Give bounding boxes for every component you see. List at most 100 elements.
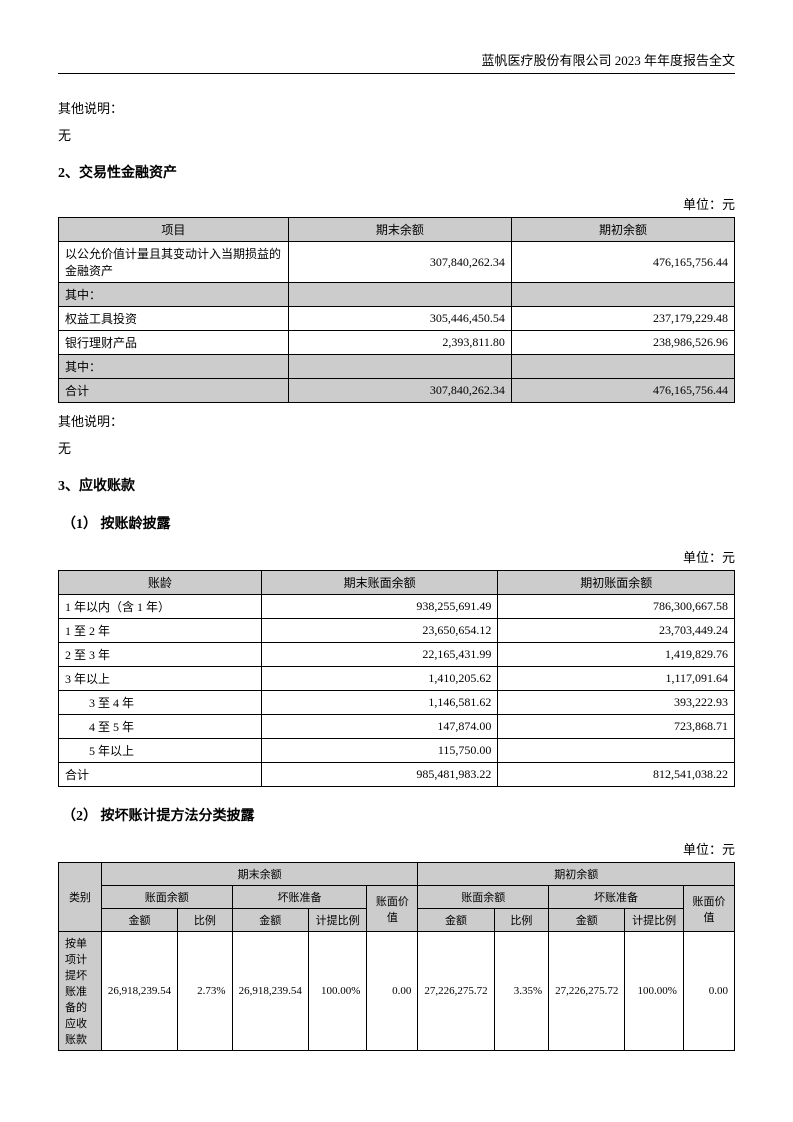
none-text: 无 bbox=[58, 125, 735, 144]
table-header-row-1: 类别 期末余额 期初余额 bbox=[59, 863, 735, 886]
cell-end bbox=[288, 355, 511, 379]
col-begin-bal: 期初账面余额 bbox=[498, 571, 735, 595]
table-row: 4 至 5 年147,874.00723,868.71 bbox=[59, 715, 735, 739]
cell-category: 按单项计提坏账准备的应收账款 bbox=[59, 932, 102, 1051]
col-category: 类别 bbox=[59, 863, 102, 932]
cell-value: 27,226,275.72 bbox=[549, 932, 625, 1051]
col-amount4: 金额 bbox=[549, 909, 625, 932]
report-title: 蓝帆医疗股份有限公司 2023 年年度报告全文 bbox=[481, 53, 735, 68]
cell-label: 以公允价值计量且其变动计入当期损益的金融资产 bbox=[59, 242, 289, 283]
col-ratio2: 比例 bbox=[494, 909, 548, 932]
cell-begin: 476,165,756.44 bbox=[511, 242, 734, 283]
unit-label-2: 单位：元 bbox=[58, 547, 735, 566]
cell-begin bbox=[511, 355, 734, 379]
cell-begin: 23,703,449.24 bbox=[498, 619, 735, 643]
cell-value: 100.00% bbox=[308, 932, 367, 1051]
cell-begin: 1,117,091.64 bbox=[498, 667, 735, 691]
cell-end: 23,650,654.12 bbox=[261, 619, 498, 643]
cell-end: 2,393,811.80 bbox=[288, 331, 511, 355]
none-text-2: 无 bbox=[58, 438, 735, 457]
table-header-row-2: 账面余额 坏账准备 账面价值 账面余额 坏账准备 账面价值 bbox=[59, 886, 735, 909]
cell-begin: 1,419,829.76 bbox=[498, 643, 735, 667]
table-row: 合计985,481,983.22812,541,038.22 bbox=[59, 763, 735, 787]
table-header-row: 账龄 期末账面余额 期初账面余额 bbox=[59, 571, 735, 595]
col-begin-balance: 期初余额 bbox=[418, 863, 735, 886]
col-amount3: 金额 bbox=[418, 909, 494, 932]
col-baddebt-provision: 坏账准备 bbox=[232, 886, 367, 909]
table-row: 3 年以上1,410,205.621,117,091.64 bbox=[59, 667, 735, 691]
col-baddebt-provision-begin: 坏账准备 bbox=[549, 886, 684, 909]
unit-label: 单位：元 bbox=[58, 194, 735, 213]
section-2-heading: 2、交易性金融资产 bbox=[58, 162, 735, 182]
cell-end: 1,146,581.62 bbox=[261, 691, 498, 715]
cell-label: 银行理财产品 bbox=[59, 331, 289, 355]
col-begin: 期初余额 bbox=[511, 218, 734, 242]
col-book-value: 账面价值 bbox=[367, 886, 418, 932]
cell-value: 3.35% bbox=[494, 932, 548, 1051]
col-provision-ratio: 计提比例 bbox=[308, 909, 367, 932]
section-3-sub2: （2） 按坏账计提方法分类披露 bbox=[58, 805, 735, 825]
col-end-bal: 期末账面余额 bbox=[261, 571, 498, 595]
col-end: 期末余额 bbox=[288, 218, 511, 242]
cell-end bbox=[288, 283, 511, 307]
cell-label: 合计 bbox=[59, 379, 289, 403]
table-row: 按单项计提坏账准备的应收账款26,918,239.542.73%26,918,2… bbox=[59, 932, 735, 1051]
cell-begin bbox=[498, 739, 735, 763]
cell-begin: 812,541,038.22 bbox=[498, 763, 735, 787]
cell-begin: 237,179,229.48 bbox=[511, 307, 734, 331]
table-row: 3 至 4 年1,146,581.62393,222.93 bbox=[59, 691, 735, 715]
section-3-heading: 3、应收账款 bbox=[58, 475, 735, 495]
table-row: 2 至 3 年22,165,431.991,419,829.76 bbox=[59, 643, 735, 667]
unit-label-3: 单位：元 bbox=[58, 839, 735, 858]
table-row: 银行理财产品2,393,811.80238,986,526.96 bbox=[59, 331, 735, 355]
col-end-balance: 期末余额 bbox=[101, 863, 418, 886]
cell-label: 1 至 2 年 bbox=[59, 619, 262, 643]
cell-label: 5 年以上 bbox=[59, 739, 262, 763]
cell-label: 4 至 5 年 bbox=[59, 715, 262, 739]
baddebt-table: 类别 期末余额 期初余额 账面余额 坏账准备 账面价值 账面余额 坏账准备 账面… bbox=[58, 862, 735, 1051]
cell-end: 147,874.00 bbox=[261, 715, 498, 739]
cell-value: 100.00% bbox=[625, 932, 684, 1051]
cell-end: 115,750.00 bbox=[261, 739, 498, 763]
table-row: 1 年以内（含 1 年）938,255,691.49786,300,667.58 bbox=[59, 595, 735, 619]
cell-label: 3 年以上 bbox=[59, 667, 262, 691]
aging-table: 账龄 期末账面余额 期初账面余额 1 年以内（含 1 年）938,255,691… bbox=[58, 570, 735, 787]
cell-label: 1 年以内（含 1 年） bbox=[59, 595, 262, 619]
cell-value: 0.00 bbox=[683, 932, 734, 1051]
cell-label: 2 至 3 年 bbox=[59, 643, 262, 667]
col-amount: 金额 bbox=[101, 909, 177, 932]
col-amount2: 金额 bbox=[232, 909, 308, 932]
table-row: 合计307,840,262.34476,165,756.44 bbox=[59, 379, 735, 403]
page-header: 蓝帆医疗股份有限公司 2023 年年度报告全文 bbox=[58, 50, 735, 74]
table-row: 以公允价值计量且其变动计入当期损益的金融资产307,840,262.34476,… bbox=[59, 242, 735, 283]
col-book-balance-begin: 账面余额 bbox=[418, 886, 549, 909]
cell-label: 3 至 4 年 bbox=[59, 691, 262, 715]
table-row: 5 年以上115,750.00 bbox=[59, 739, 735, 763]
table-header-row: 项目 期末余额 期初余额 bbox=[59, 218, 735, 242]
cell-begin: 786,300,667.58 bbox=[498, 595, 735, 619]
col-book-value-begin: 账面价值 bbox=[683, 886, 734, 932]
table-row: 权益工具投资305,446,450.54237,179,229.48 bbox=[59, 307, 735, 331]
col-book-balance: 账面余额 bbox=[101, 886, 232, 909]
table-row: 1 至 2 年23,650,654.1223,703,449.24 bbox=[59, 619, 735, 643]
cell-end: 1,410,205.62 bbox=[261, 667, 498, 691]
col-ratio: 比例 bbox=[178, 909, 232, 932]
cell-begin bbox=[511, 283, 734, 307]
cell-value: 26,918,239.54 bbox=[101, 932, 177, 1051]
cell-label: 合计 bbox=[59, 763, 262, 787]
table-row: 其中： bbox=[59, 283, 735, 307]
cell-value: 26,918,239.54 bbox=[232, 932, 308, 1051]
cell-end: 307,840,262.34 bbox=[288, 242, 511, 283]
col-item: 项目 bbox=[59, 218, 289, 242]
cell-begin: 393,222.93 bbox=[498, 691, 735, 715]
financial-assets-table: 项目 期末余额 期初余额 以公允价值计量且其变动计入当期损益的金融资产307,8… bbox=[58, 217, 735, 403]
section-3-sub1: （1） 按账龄披露 bbox=[58, 513, 735, 533]
cell-label: 其中： bbox=[59, 355, 289, 379]
cell-end: 307,840,262.34 bbox=[288, 379, 511, 403]
cell-label: 其中： bbox=[59, 283, 289, 307]
cell-begin: 476,165,756.44 bbox=[511, 379, 734, 403]
other-note-label-2: 其他说明： bbox=[58, 411, 735, 430]
cell-begin: 723,868.71 bbox=[498, 715, 735, 739]
col-aging: 账龄 bbox=[59, 571, 262, 595]
other-note-label: 其他说明： bbox=[58, 98, 735, 117]
